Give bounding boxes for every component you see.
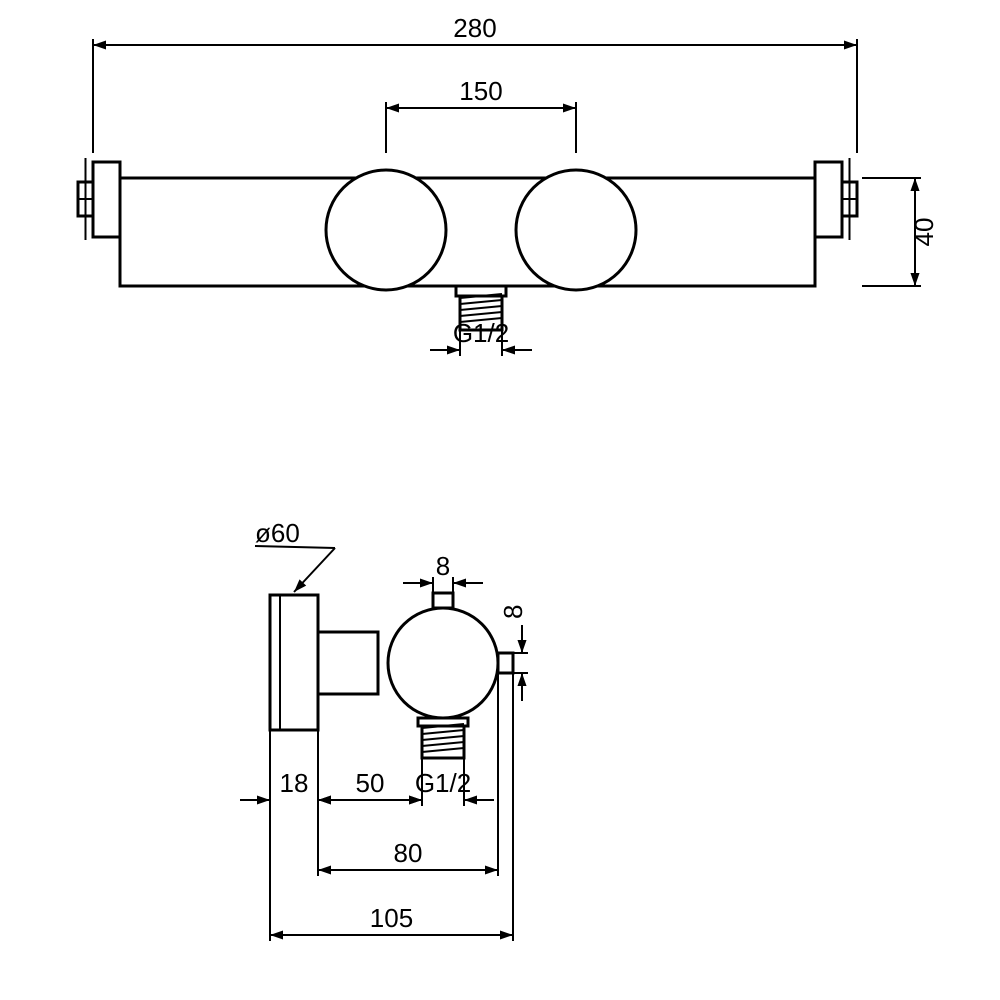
technical-drawing: 280 150 40 G1/2 ø60 8 8 18 50 G1/2 80 105	[0, 0, 1000, 1000]
dim-8-right: 8	[498, 605, 528, 619]
dim-diam60: ø60	[255, 518, 300, 548]
dim-150: 150	[459, 76, 502, 106]
dim-8-top: 8	[436, 551, 450, 581]
dim-g12-front: G1/2	[453, 318, 509, 348]
dim-50: 50	[356, 768, 385, 798]
dim-280: 280	[453, 13, 496, 43]
dim-80: 80	[394, 838, 423, 868]
side-view	[270, 593, 513, 758]
dim-18: 18	[280, 768, 309, 798]
front-view	[78, 158, 857, 330]
dim-g12-side: G1/2	[415, 768, 471, 798]
dim-105: 105	[370, 903, 413, 933]
dim-40: 40	[909, 218, 939, 247]
